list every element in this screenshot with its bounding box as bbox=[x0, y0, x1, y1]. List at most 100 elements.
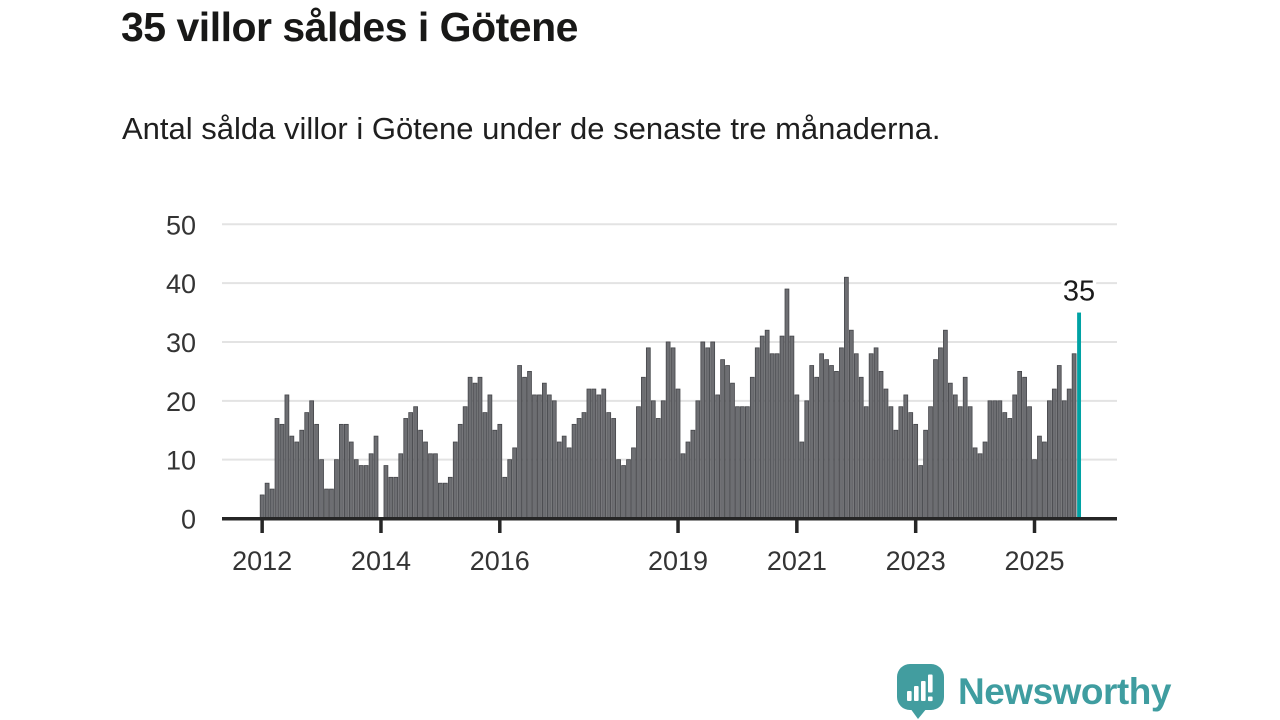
bar bbox=[507, 459, 513, 519]
bar bbox=[779, 335, 785, 519]
bar bbox=[537, 394, 542, 519]
bar bbox=[264, 482, 270, 519]
bar bbox=[819, 353, 824, 519]
bar bbox=[809, 365, 815, 519]
bar bbox=[626, 459, 631, 519]
bar bbox=[433, 453, 438, 519]
x-axis-year-label: 2012 bbox=[232, 546, 292, 576]
bar bbox=[641, 376, 646, 519]
bar bbox=[1037, 435, 1042, 519]
bar bbox=[987, 400, 993, 519]
bar bbox=[294, 441, 300, 519]
bar bbox=[477, 376, 483, 519]
bar bbox=[452, 441, 458, 519]
bar bbox=[621, 465, 626, 519]
bar bbox=[754, 347, 760, 519]
bar bbox=[522, 376, 527, 519]
bar bbox=[606, 412, 612, 519]
bar bbox=[428, 453, 433, 519]
bar bbox=[527, 370, 532, 519]
bar bbox=[794, 394, 800, 519]
bar bbox=[403, 418, 409, 519]
bar bbox=[373, 435, 379, 519]
bar bbox=[546, 394, 552, 519]
bar bbox=[1027, 406, 1032, 519]
bar bbox=[645, 347, 651, 519]
bar bbox=[858, 376, 864, 519]
bar bbox=[447, 476, 453, 519]
bar bbox=[502, 476, 508, 519]
bar bbox=[868, 353, 874, 519]
bar bbox=[1051, 388, 1057, 519]
bar bbox=[497, 423, 503, 519]
bar bbox=[1042, 441, 1047, 519]
bar bbox=[977, 453, 983, 519]
bar bbox=[363, 465, 369, 519]
bar bbox=[556, 441, 562, 519]
bar bbox=[596, 394, 602, 519]
bar bbox=[343, 423, 349, 519]
bar bbox=[334, 459, 339, 519]
page-title: 35 villor såldes i Götene bbox=[121, 4, 578, 50]
bar bbox=[725, 365, 730, 519]
bar bbox=[774, 353, 780, 519]
bar bbox=[834, 370, 839, 519]
bar bbox=[962, 376, 968, 519]
bar bbox=[972, 447, 978, 519]
bar bbox=[462, 406, 468, 519]
bar bbox=[413, 406, 418, 519]
bar bbox=[685, 441, 691, 519]
bar bbox=[863, 406, 869, 519]
bar bbox=[883, 388, 889, 519]
bar bbox=[324, 488, 329, 519]
bar bbox=[601, 388, 607, 519]
bar bbox=[408, 412, 414, 519]
bar bbox=[314, 423, 319, 519]
bar bbox=[878, 370, 884, 519]
bar bbox=[561, 435, 567, 519]
bar bbox=[814, 376, 820, 519]
bar bbox=[304, 412, 310, 519]
x-axis-year-label: 2014 bbox=[351, 546, 411, 576]
bar bbox=[492, 429, 498, 519]
bar bbox=[1012, 394, 1018, 519]
bar bbox=[1032, 459, 1037, 519]
bar bbox=[1071, 353, 1077, 519]
bar bbox=[457, 423, 463, 519]
bar bbox=[319, 459, 324, 519]
y-axis-label: 30 bbox=[166, 328, 196, 358]
bar bbox=[947, 382, 953, 519]
bar bbox=[982, 441, 988, 519]
bar bbox=[695, 400, 701, 519]
bar bbox=[918, 465, 923, 519]
y-axis-label: 40 bbox=[166, 269, 196, 299]
bar bbox=[997, 400, 1003, 519]
bar bbox=[740, 406, 745, 519]
bar bbox=[259, 494, 265, 519]
bar bbox=[393, 476, 399, 519]
bar bbox=[631, 447, 636, 519]
bar bbox=[482, 412, 488, 519]
bar bbox=[636, 406, 641, 519]
newsworthy-wordmark: Newsworthy bbox=[958, 670, 1171, 712]
bar bbox=[1061, 400, 1067, 519]
bar bbox=[804, 400, 810, 519]
bar bbox=[616, 459, 621, 519]
bar bbox=[650, 400, 656, 519]
bar bbox=[487, 394, 493, 519]
bar bbox=[1056, 365, 1062, 519]
bar bbox=[908, 412, 914, 519]
bar bbox=[690, 429, 696, 519]
bar bbox=[576, 418, 582, 519]
y-axis-label: 20 bbox=[166, 387, 196, 417]
bar bbox=[992, 400, 998, 519]
bar bbox=[675, 388, 681, 519]
bar bbox=[279, 423, 285, 519]
x-axis-year-label: 2021 bbox=[767, 546, 827, 576]
newsworthy-logo-icon bbox=[897, 664, 944, 719]
bar bbox=[744, 406, 750, 519]
bar bbox=[665, 341, 671, 519]
bar bbox=[329, 488, 334, 519]
bar bbox=[348, 441, 354, 519]
